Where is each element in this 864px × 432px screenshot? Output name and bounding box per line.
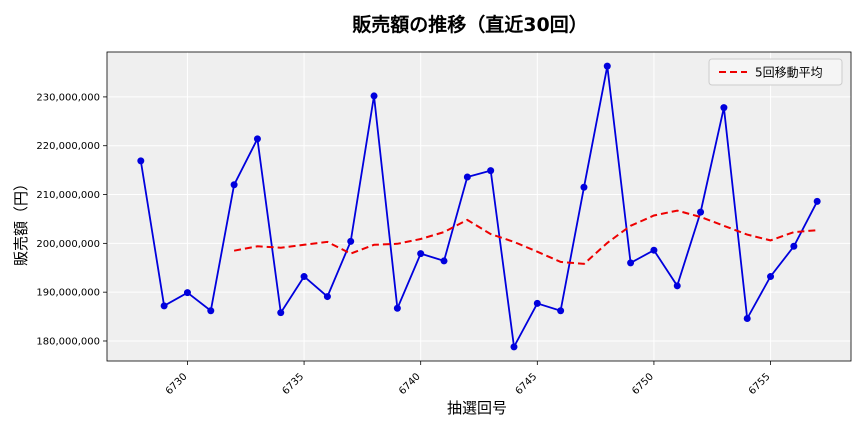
y-axis-label: 販売額（円）: [12, 176, 30, 266]
sales-point: [697, 208, 705, 216]
sales-point: [813, 197, 821, 205]
legend: 5回移動平均: [708, 58, 843, 86]
x-tick-label: 6730: [164, 371, 190, 397]
sales-point: [487, 167, 495, 175]
legend-box: [708, 58, 843, 86]
legend-label: 5回移動平均: [755, 66, 823, 80]
y-tick-label: 200,000,000: [36, 239, 100, 250]
sales-point: [393, 304, 401, 312]
sales-point: [650, 246, 658, 254]
sales-point: [277, 309, 285, 317]
plot-frame: [106, 51, 852, 362]
series: [137, 62, 821, 351]
sales-point: [253, 135, 261, 143]
x-tick-label: 6750: [630, 371, 656, 397]
x-tick-label: 6735: [280, 371, 306, 397]
y-tick-label: 220,000,000: [36, 141, 100, 152]
x-tick-label: 6745: [514, 371, 540, 397]
y-tick-label: 180,000,000: [36, 336, 100, 347]
sales-point: [580, 183, 588, 191]
moving-average-line: [233, 209, 818, 265]
sales-point: [417, 250, 425, 258]
sales-point: [627, 259, 635, 267]
chart-title: 販売額の推移（直近30回）: [352, 13, 587, 36]
sales-point: [767, 273, 775, 281]
sales-point: [137, 157, 145, 165]
sales-point: [720, 104, 728, 112]
x-tick-label: 6740: [397, 371, 423, 397]
x-axis-label: 抽選回号: [447, 399, 507, 417]
sales-point: [510, 343, 518, 351]
sales-point: [323, 293, 331, 301]
sales-line: [139, 66, 818, 350]
plot-area: [107, 52, 851, 361]
sales-point: [207, 307, 215, 315]
sales-point: [673, 282, 681, 290]
sales-point: [347, 237, 355, 245]
sales-point: [440, 257, 448, 265]
sales-point: [230, 181, 238, 189]
x-tick-label: 6755: [747, 371, 773, 397]
sales-point: [533, 299, 541, 307]
grid: [107, 52, 851, 361]
y-tick-label: 190,000,000: [36, 288, 100, 299]
sales-point: [557, 307, 565, 315]
sales-point: [370, 92, 378, 100]
sales-point: [183, 289, 191, 297]
sales-point: [790, 242, 798, 250]
sales-point: [603, 62, 611, 70]
y-tick-label: 230,000,000: [36, 92, 100, 103]
sales-point: [300, 273, 308, 281]
sales-point: [463, 173, 471, 181]
y-tick-label: 210,000,000: [36, 190, 100, 201]
sales-point: [743, 315, 751, 323]
sales-point: [160, 302, 168, 310]
